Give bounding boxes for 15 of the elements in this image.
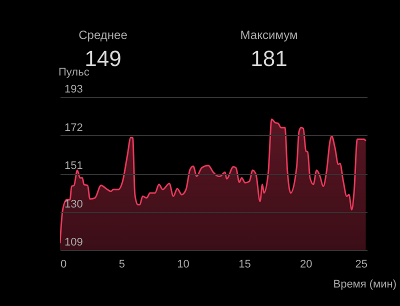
x-axis-title: Время (мин) xyxy=(333,278,396,290)
x-tick-label: 5 xyxy=(118,258,125,270)
text: Максимум xyxy=(240,28,298,42)
y-tick-label: 130 xyxy=(64,198,83,210)
text: Среднее xyxy=(78,28,128,42)
y-tick-label: 151 xyxy=(64,160,83,172)
text: 181 xyxy=(250,46,288,71)
y-tick-label: 109 xyxy=(64,236,83,248)
x-tick-label: 10 xyxy=(177,258,190,270)
x-tick-label: 25 xyxy=(355,258,368,270)
x-tick-label: 20 xyxy=(300,258,312,270)
x-tick-label: 0 xyxy=(60,258,67,270)
y-tick-label: 193 xyxy=(64,84,83,96)
y-tick-label: 172 xyxy=(64,122,83,134)
x-tick-label: 15 xyxy=(238,258,251,270)
